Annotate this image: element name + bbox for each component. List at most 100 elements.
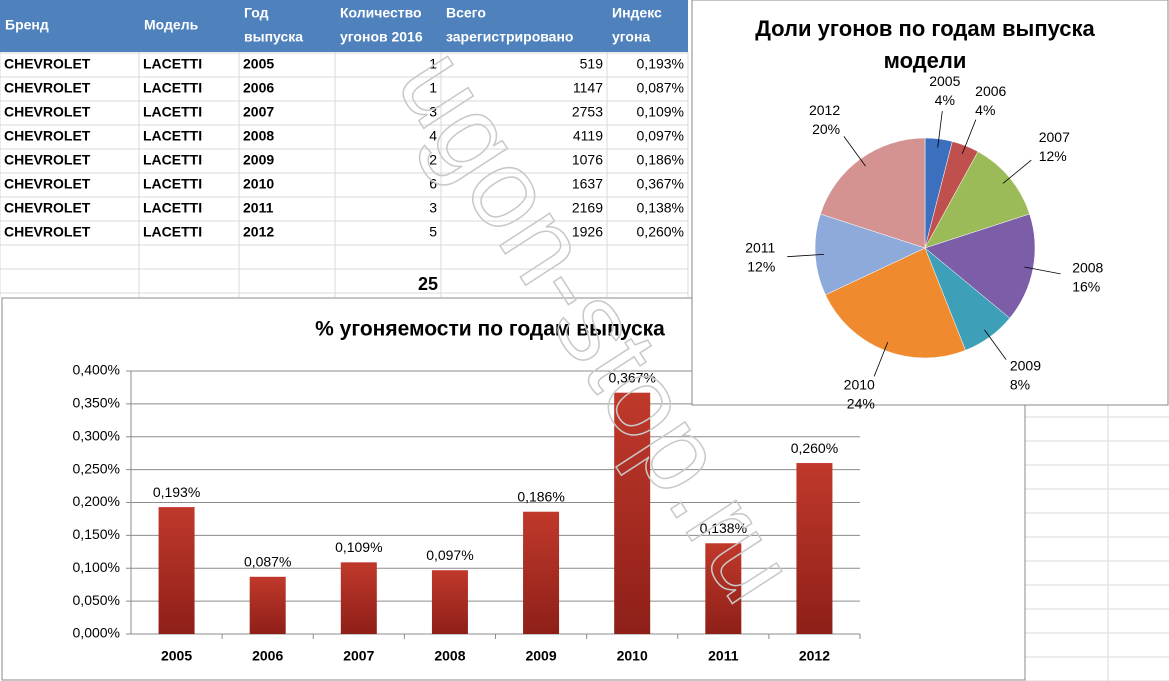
- y-tick-label: 0,250%: [73, 460, 120, 476]
- x-tick-label: 2012: [799, 648, 830, 664]
- table-cell: 4119: [573, 128, 603, 144]
- table-cell: LACETTI: [143, 152, 202, 168]
- y-tick-label: 0,150%: [73, 526, 120, 542]
- table-cell: LACETTI: [143, 104, 202, 120]
- x-tick-label: 2006: [252, 648, 283, 664]
- table-cell: 0,087%: [637, 80, 684, 96]
- table-cell: LACETTI: [143, 128, 202, 144]
- pie-label-category: 2011: [745, 240, 775, 256]
- data-label: 0,186%: [517, 488, 564, 504]
- header-cell: выпуска: [244, 29, 303, 45]
- table-cell: 2169: [572, 200, 603, 216]
- pie-label-value: 24%: [847, 396, 875, 412]
- table-cell: 3: [429, 104, 437, 120]
- leader-line: [787, 253, 825, 258]
- x-tick-label: 2007: [343, 648, 374, 664]
- table-cell: 2011: [243, 200, 274, 216]
- table-cell: CHEVROLET: [4, 200, 91, 216]
- leader-line: [984, 329, 1007, 360]
- data-label: 0,260%: [791, 440, 838, 456]
- y-tick-label: 0,400%: [73, 362, 120, 378]
- table-cell: 1637: [572, 176, 603, 192]
- leader-line: [1024, 266, 1061, 275]
- pie-label-value: 12%: [747, 259, 775, 275]
- y-tick-label: 0,100%: [73, 559, 120, 575]
- y-tick-label: 0,350%: [73, 395, 120, 411]
- table-cell: 0,193%: [637, 56, 684, 72]
- table-cell: 1147: [573, 80, 603, 96]
- table-cell: 2006: [243, 80, 274, 96]
- table-cell: 1: [429, 80, 437, 96]
- chart-title: Доли угонов по годам выпуска: [755, 16, 1095, 41]
- table-cell: 0,260%: [637, 224, 684, 240]
- bar: [249, 576, 286, 634]
- pie-label-value: 16%: [1072, 278, 1100, 294]
- pie-label-value: 12%: [1039, 148, 1067, 164]
- table-cell: LACETTI: [143, 80, 202, 96]
- table-cell: CHEVROLET: [4, 128, 91, 144]
- table-cell: CHEVROLET: [4, 152, 91, 168]
- y-tick-label: 0,000%: [73, 625, 120, 641]
- leader-line: [961, 119, 977, 155]
- pie-label-value: 4%: [975, 102, 995, 118]
- data-label: 0,087%: [244, 554, 291, 570]
- bar: [340, 562, 377, 634]
- pie-label-category: 2005: [929, 73, 960, 89]
- leader-line: [1002, 159, 1032, 184]
- table-cell: 2: [429, 152, 437, 168]
- leader-line: [937, 111, 943, 148]
- header-cell: угонов 2016: [340, 29, 423, 45]
- pie-label-value: 8%: [1010, 377, 1030, 393]
- data-label: 0,097%: [426, 547, 473, 563]
- pie-label-value: 4%: [935, 92, 955, 108]
- bar: [431, 570, 468, 634]
- table-cell: LACETTI: [143, 56, 202, 72]
- header-cell: Бренд: [5, 17, 49, 33]
- header-cell: Год: [244, 5, 269, 21]
- table-cell: CHEVROLET: [4, 56, 91, 72]
- table-cell: 2009: [243, 152, 274, 168]
- table-cell: 2005: [243, 56, 274, 72]
- bar: [614, 392, 651, 634]
- data-label: 0,193%: [153, 484, 200, 500]
- table-cell: CHEVROLET: [4, 224, 91, 240]
- header-cell: Индекс: [612, 5, 662, 21]
- table-cell: LACETTI: [143, 176, 202, 192]
- table-cell: CHEVROLET: [4, 176, 91, 192]
- table-cell: 0,097%: [637, 128, 684, 144]
- data-label: 0,138%: [700, 520, 747, 536]
- leader-line: [873, 341, 889, 377]
- table-cell: 6: [429, 176, 437, 192]
- header-cell: угона: [612, 29, 650, 45]
- x-tick-label: 2008: [434, 648, 465, 664]
- data-label: 0,367%: [608, 369, 655, 385]
- table-cell: 5: [429, 224, 437, 240]
- table-cell: 2753: [572, 104, 603, 120]
- table-cell: 1926: [572, 224, 603, 240]
- data-label: 0,109%: [335, 539, 382, 555]
- pie-label-category: 2012: [809, 102, 840, 118]
- table-cell: CHEVROLET: [4, 104, 91, 120]
- pie-label-category: 2009: [1010, 358, 1041, 374]
- table: Бренд Модель Год выпуска Количество угонов 20…: [4, 5, 684, 294]
- table-cell: 1076: [572, 152, 603, 168]
- table-cell: 4: [429, 128, 437, 144]
- pie-label-category: 2006: [975, 83, 1006, 99]
- header-cell: зарегистрировано: [446, 29, 573, 45]
- header-cell: Модель: [144, 17, 199, 33]
- x-tick-label: 2010: [617, 648, 648, 664]
- table-cell: 2012: [243, 224, 274, 240]
- pie-label-value: 20%: [812, 121, 840, 137]
- chart-title: модели: [884, 48, 967, 73]
- y-tick-label: 0,200%: [73, 493, 120, 509]
- pie-label-category: 2008: [1072, 259, 1103, 275]
- table-cell: CHEVROLET: [4, 80, 91, 96]
- bar: [523, 511, 560, 634]
- sheet-grid: [0, 52, 1169, 681]
- table-cell: 519: [580, 56, 604, 72]
- bar: [705, 543, 742, 634]
- table-cell: 2010: [243, 176, 274, 192]
- table-cell: 0,138%: [637, 200, 684, 216]
- chart-title: % угоняемости по годам выпуска: [315, 318, 665, 341]
- table-cell: LACETTI: [143, 224, 202, 240]
